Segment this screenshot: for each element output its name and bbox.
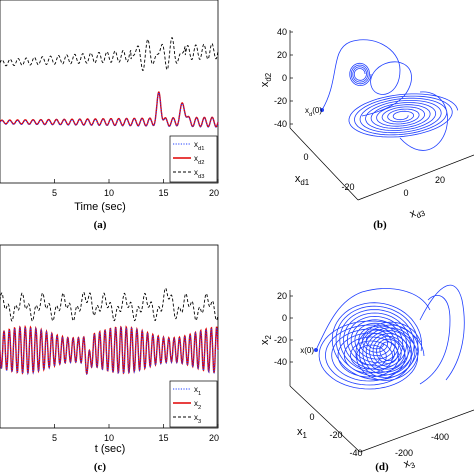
d-xtick-label: -20 <box>329 430 342 440</box>
b-ytick-label: 0 <box>403 188 408 198</box>
c-xtick-label: 20 <box>209 433 219 443</box>
b-xtick-label: -20 <box>341 182 354 192</box>
b-ztick-label: 40 <box>277 27 287 37</box>
d-ytick-label: -200 <box>395 448 413 458</box>
a-xtick-label: 15 <box>158 188 168 198</box>
c-series-x1 <box>0 326 219 375</box>
d-xlabel: x1 <box>297 426 308 440</box>
a-legend-entry: xd3 <box>194 168 204 180</box>
panel-c-legend-box <box>169 380 218 428</box>
panel-c-legend: x1 x2 x3 <box>169 380 218 428</box>
panel-b: 40 20 0 -20 -40 0 -20 20 0 xd2 xd1 xd3 xd(0) (b) <box>259 27 474 231</box>
c-legend-entry: x3 <box>194 413 201 425</box>
panel-d-x-axis <box>289 385 361 453</box>
c-series-x2 <box>0 324 219 376</box>
c-series-x3 <box>0 287 219 322</box>
d-ytick-label: -400 <box>431 432 449 442</box>
c-xtick-label: 10 <box>104 433 114 443</box>
b-ztick-label: -40 <box>274 119 287 129</box>
panel-b-y-axis <box>357 154 474 201</box>
b-trajectory <box>321 39 459 151</box>
b-initial-label: xd(0) <box>305 106 322 118</box>
panel-a-legend: xd1 xd2 xd3 <box>169 135 218 183</box>
c-legend-entry: x1 <box>194 385 201 397</box>
panel-a: 5 10 15 20 xd1 xd2 xd3 Time (sec) (a) <box>0 0 219 231</box>
d-trajectory <box>315 284 465 390</box>
c-xtick-label: 15 <box>158 433 168 443</box>
a-series-xd2 <box>0 91 219 128</box>
a-series-xd1 <box>0 92 219 128</box>
d-xtick-label: 0 <box>309 412 314 422</box>
d-xtick-label: -40 <box>349 448 362 458</box>
panel-d-label: (d) <box>375 461 389 473</box>
panel-c-xlabel: t (sec) <box>95 443 126 455</box>
panel-d-y-axis <box>359 409 474 453</box>
b-ztick-label: -20 <box>274 96 287 106</box>
b-ytick-label: 20 <box>435 175 445 185</box>
d-ztick-label: 20 <box>277 291 287 301</box>
b-ztick-label: 20 <box>277 50 287 60</box>
panel-a-label: (a) <box>94 219 107 231</box>
d-zlabel: x2 <box>259 335 273 345</box>
b-ztick-label: 0 <box>282 73 287 83</box>
c-xtick-label: 5 <box>52 433 57 443</box>
b-xtick-label: 0 <box>303 152 308 162</box>
panel-a-xlabel: Time (sec) <box>74 201 126 213</box>
a-legend-entry: xd2 <box>194 154 204 166</box>
a-xtick-label: 20 <box>209 188 219 198</box>
panel-b-label: (b) <box>373 219 387 231</box>
panel-d-3d-axes <box>289 290 474 453</box>
panel-c-label: (c) <box>94 461 107 473</box>
a-xtick-label: 5 <box>52 188 57 198</box>
b-xlabel: xd1 <box>295 173 310 187</box>
d-initial-point <box>314 348 318 352</box>
b-zlabel: xd2 <box>259 73 273 87</box>
b-ylabel: xd3 <box>408 204 427 223</box>
d-ztick-label: 0 <box>282 313 287 323</box>
panel-a-legend-box <box>169 135 218 183</box>
panel-b-3d-axes <box>289 30 474 201</box>
a-series-xd3 <box>0 37 219 72</box>
a-xtick-label: 10 <box>104 188 114 198</box>
panel-c: 5 10 15 20 x1 x2 x3 t (sec) (c) <box>0 244 219 473</box>
a-legend-entry: xd1 <box>194 140 204 152</box>
d-initial-label: x(0) <box>300 346 314 355</box>
d-ylabel: x3 <box>402 456 417 473</box>
panel-b-x-axis <box>289 127 359 201</box>
d-ztick-label: -40 <box>274 357 287 367</box>
b-initial-point <box>320 108 324 112</box>
c-legend-entry: x2 <box>194 399 201 411</box>
d-ztick-label: -20 <box>274 335 287 345</box>
